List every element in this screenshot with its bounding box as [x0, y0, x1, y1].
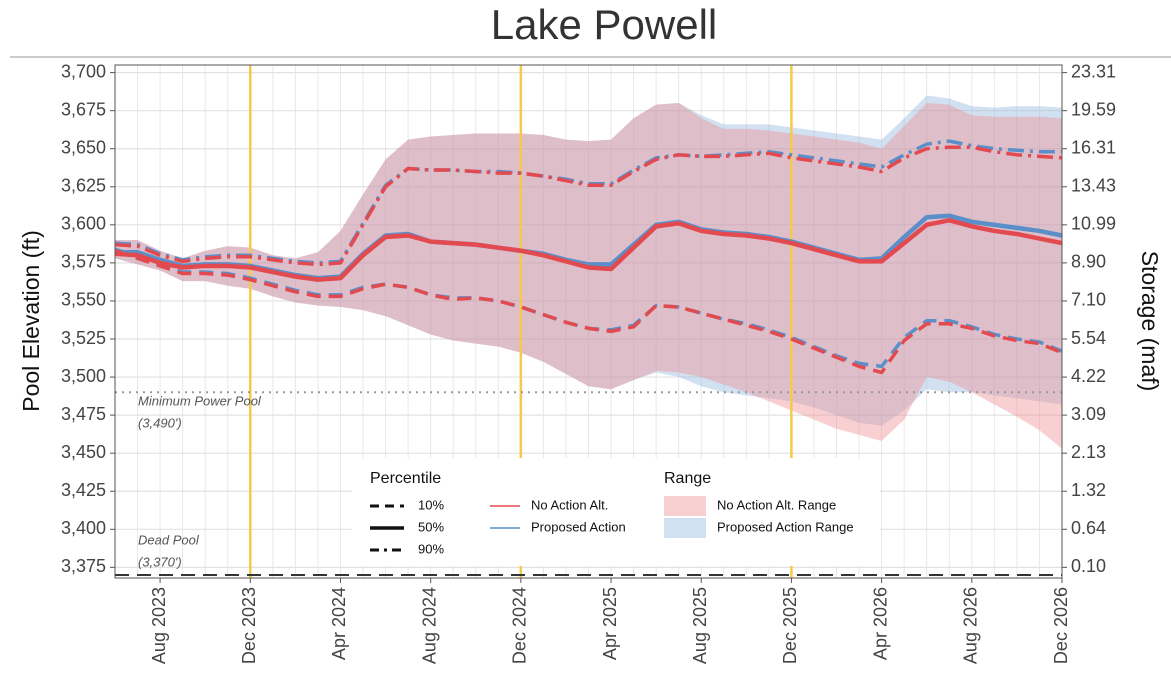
legend-box	[352, 458, 880, 566]
x-tick-label: Apr 2025	[600, 587, 620, 660]
percentile-line	[114, 249, 1063, 375]
legend-label: Proposed Action	[531, 519, 626, 534]
y2-tick-label: 8.90	[1071, 252, 1106, 272]
legend-title: Range	[664, 470, 711, 487]
y-tick-label: 3,625	[61, 176, 106, 196]
y-tick-label: 3,450	[61, 442, 106, 462]
y-tick-label: 3,700	[61, 61, 106, 81]
legend-swatch	[664, 518, 706, 538]
x-tick-label: Aug 2025	[690, 587, 710, 664]
percentile-line	[114, 218, 1063, 282]
y2-tick-label: 13.43	[1071, 176, 1116, 196]
x-tick-label: Apr 2024	[329, 587, 349, 660]
y-axis-label: Pool Elevation (ft)	[18, 230, 44, 412]
y2-tick-label: 10.99	[1071, 214, 1116, 234]
x-tick-label: Dec 2025	[780, 587, 800, 664]
x-tick-label: Aug 2026	[961, 587, 981, 664]
y-tick-label: 3,500	[61, 366, 106, 386]
chart-title: Lake Powell	[491, 1, 717, 48]
y2-axis-label: Storage (maf)	[1137, 251, 1163, 392]
legend-label: Proposed Action Range	[717, 519, 854, 534]
y-tick-label: 3,550	[61, 290, 106, 310]
x-tick-label: Dec 2026	[1051, 587, 1071, 664]
y2-tick-label: 5.54	[1071, 328, 1106, 348]
y-tick-label: 3,525	[61, 328, 106, 348]
y2-tick-label: 19.59	[1071, 99, 1116, 119]
reference-label: Minimum Power Pool	[138, 393, 262, 408]
y-tick-label: 3,425	[61, 480, 106, 500]
x-tick-label: Aug 2024	[419, 587, 439, 664]
legend-label: 90%	[418, 541, 444, 556]
x-tick-label: Dec 2024	[510, 587, 530, 664]
y2-tick-label: 2.13	[1071, 442, 1106, 462]
legend-title: Percentile	[370, 470, 441, 487]
range-area	[115, 103, 1062, 449]
y2-tick-label: 7.10	[1071, 290, 1106, 310]
x-tick-label: Apr 2026	[870, 587, 890, 660]
reference-note: (3,370')	[138, 554, 182, 569]
plot-border	[114, 64, 1063, 579]
y-tick-label: 3,400	[61, 518, 106, 538]
y2-tick-label: 0.64	[1071, 518, 1106, 538]
legend-label: 50%	[418, 519, 444, 534]
y2-tick-label: 0.10	[1071, 556, 1106, 576]
y2-tick-label: 4.22	[1071, 366, 1106, 386]
legend-label: No Action Alt. Range	[717, 497, 836, 512]
y-tick-label: 3,375	[61, 556, 106, 576]
y-tick-label: 3,600	[61, 214, 106, 234]
legend-swatch	[664, 496, 706, 516]
y2-tick-label: 1.32	[1071, 480, 1106, 500]
y-tick-label: 3,575	[61, 252, 106, 272]
y-tick-label: 3,475	[61, 404, 106, 424]
legend-label: No Action Alt.	[531, 497, 608, 512]
reference-note: (3,490')	[138, 415, 182, 430]
x-tick-label: Aug 2023	[149, 587, 169, 664]
legend-label: 10%	[418, 497, 444, 512]
y2-tick-label: 16.31	[1071, 137, 1116, 157]
y-tick-label: 3,675	[61, 99, 106, 119]
y2-tick-label: 23.31	[1071, 61, 1116, 81]
percentile-line	[114, 145, 1063, 267]
range-area	[115, 95, 1062, 426]
reference-label: Dead Pool	[138, 532, 200, 547]
y-tick-label: 3,650	[61, 137, 106, 157]
x-tick-label: Dec 2023	[239, 587, 259, 664]
legend: Percentile 10% 50% 90% No Action Alt. Propose…	[352, 458, 880, 566]
y2-tick-label: 3.09	[1071, 404, 1106, 424]
